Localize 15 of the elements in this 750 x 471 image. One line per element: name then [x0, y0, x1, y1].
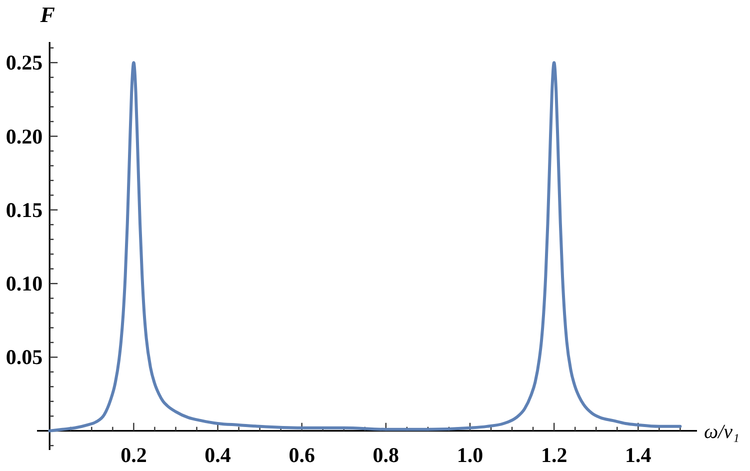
x-tick-label: 1.2	[540, 442, 568, 467]
x-tick-label: 0.8	[372, 442, 400, 467]
y-tick-label: 0.05	[6, 345, 43, 370]
y-axis-title: F	[39, 2, 56, 27]
x-tick-label: 0.4	[204, 442, 232, 467]
x-axis-title: ω/ν₁	[704, 420, 740, 443]
x-tick-label: 1.0	[456, 442, 484, 467]
y-tick-label: 0.20	[6, 124, 43, 148]
y-tick-label: 0.10	[6, 272, 43, 296]
line-series	[48, 61, 682, 432]
y-tick-label: 0.15	[6, 198, 43, 222]
x-tick-label: 0.6	[288, 442, 315, 467]
y-tick-label: 0.25	[6, 50, 43, 75]
x-tick-label: 1.4	[625, 442, 652, 467]
x-tick-label: 0.2	[120, 442, 147, 467]
